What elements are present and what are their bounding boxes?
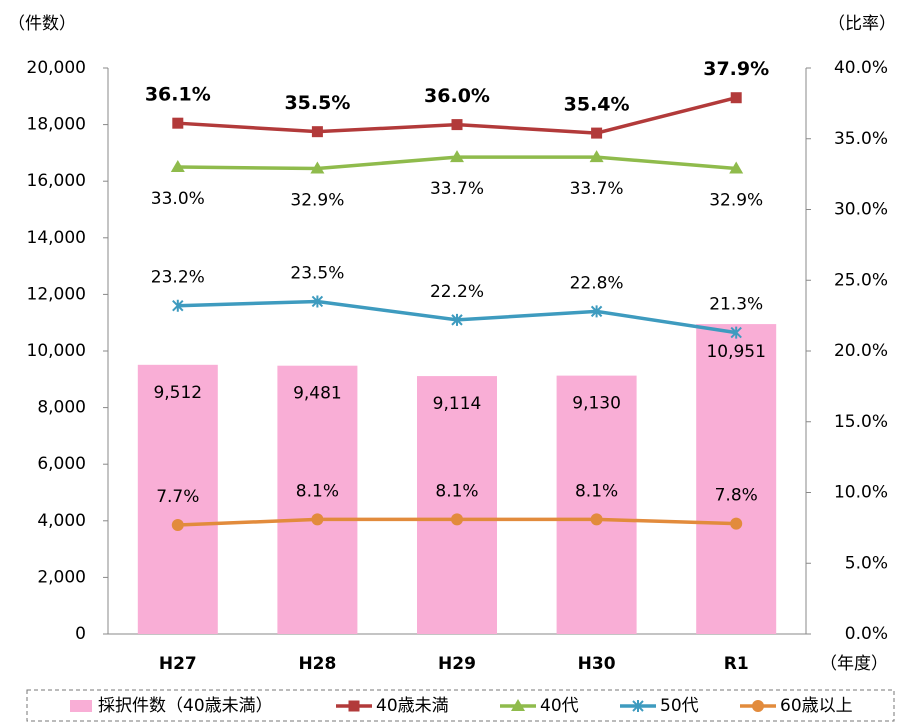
bar-value-label: 9,114: [433, 394, 482, 414]
legend-label: 60歳以上: [780, 696, 853, 716]
y2-tick-label: 30.0%: [834, 200, 888, 220]
marker: [311, 126, 323, 138]
line-value-label: 35.4%: [564, 94, 630, 116]
y-tick-label: 0: [75, 624, 86, 644]
y-tick-label: 2,000: [37, 567, 86, 587]
y-axis-label: （件数）: [8, 14, 76, 34]
marker: [729, 161, 744, 174]
legend-marker: [511, 699, 525, 711]
line-value-label: 32.9%: [290, 190, 344, 210]
line-value-label: 23.2%: [151, 268, 205, 288]
x-tick-label: H29: [438, 654, 476, 674]
line-value-label: 21.3%: [709, 295, 763, 315]
y2-axis-label: （比率）: [828, 14, 896, 34]
y2-tick-label: 25.0%: [834, 270, 888, 290]
line-value-label: 37.9%: [703, 58, 769, 80]
line-value-label: 8.1%: [435, 481, 478, 501]
legend-label: 採択件数（40歳未満）: [98, 696, 273, 716]
marker: [590, 305, 603, 318]
marker: [451, 513, 463, 526]
marker: [170, 160, 185, 173]
y-tick-label: 4,000: [37, 511, 86, 531]
line-value-label: 35.5%: [284, 92, 350, 114]
bar-value-label: 9,481: [293, 384, 342, 404]
marker: [591, 127, 603, 139]
marker: [590, 513, 603, 526]
legend-label: 50代: [660, 696, 699, 716]
line-value-label: 33.7%: [430, 179, 484, 199]
bar-value-label: 9,130: [572, 394, 621, 414]
legend-box: [26, 689, 895, 722]
marker: [589, 150, 604, 163]
legend-marker: [348, 700, 360, 712]
marker: [451, 313, 463, 326]
x-tick-label: R1: [724, 654, 749, 674]
y-tick-label: 10,000: [27, 341, 86, 361]
line-value-label: 8.1%: [575, 481, 618, 501]
marker: [311, 295, 324, 308]
bar: [277, 365, 358, 634]
bar: [137, 364, 218, 634]
x-axis-label: （年度）: [820, 654, 888, 674]
y2-tick-label: 15.0%: [834, 412, 888, 432]
line-value-label: 8.1%: [296, 481, 339, 501]
y-tick-label: 8,000: [37, 398, 86, 418]
legend-marker: [632, 700, 644, 712]
line-value-label: 33.7%: [570, 179, 624, 199]
marker: [730, 92, 742, 104]
bar: [696, 324, 777, 634]
marker: [172, 117, 184, 129]
marker: [730, 517, 743, 530]
line-value-label: 22.2%: [430, 282, 484, 302]
bar-value-label: 10,951: [706, 342, 765, 362]
y-tick-label: 6,000: [37, 454, 86, 474]
marker: [450, 150, 464, 163]
y-tick-label: 12,000: [27, 284, 86, 304]
marker: [172, 299, 184, 312]
y2-tick-label: 0.0%: [845, 624, 888, 644]
line-value-label: 32.9%: [709, 190, 763, 210]
bar: [417, 376, 497, 634]
y-tick-label: 20,000: [27, 58, 86, 78]
line-value-label: 7.8%: [715, 486, 758, 506]
marker: [730, 326, 742, 339]
legend-label: 40歳未満: [376, 696, 449, 716]
marker: [171, 519, 184, 532]
line-value-label: 33.0%: [151, 189, 205, 209]
y2-tick-label: 20.0%: [834, 341, 888, 361]
y2-tick-label: 5.0%: [845, 553, 888, 573]
y2-tick-label: 35.0%: [834, 129, 888, 149]
y-tick-label: 16,000: [27, 171, 86, 191]
line-value-label: 36.1%: [145, 84, 211, 106]
line-value-label: 23.5%: [290, 263, 344, 283]
line-value-label: 7.7%: [156, 487, 199, 507]
y-tick-label: 18,000: [27, 115, 86, 135]
line-value-label: 36.0%: [424, 85, 490, 107]
bar-value-label: 9,512: [153, 383, 202, 403]
y-tick-label: 14,000: [27, 228, 86, 248]
legend-swatch: [70, 700, 92, 712]
legend-marker: [752, 700, 764, 712]
bar: [556, 375, 637, 634]
marker: [310, 161, 325, 174]
line-value-label: 22.8%: [570, 273, 624, 293]
x-tick-label: H27: [159, 654, 197, 674]
x-tick-label: H28: [298, 654, 336, 674]
legend-label: 40代: [540, 696, 579, 716]
marker: [451, 119, 463, 131]
marker: [311, 513, 324, 526]
x-tick-label: H30: [578, 654, 616, 674]
y2-tick-label: 40.0%: [834, 58, 888, 78]
y2-tick-label: 10.0%: [834, 483, 888, 503]
